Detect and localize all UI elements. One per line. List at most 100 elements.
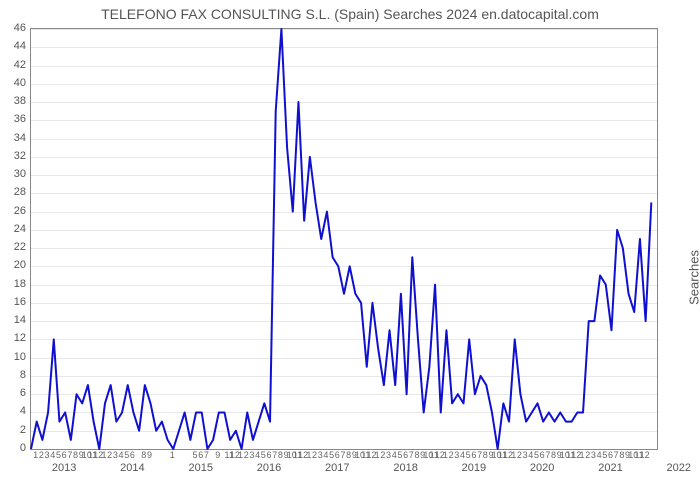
x-tick-minor: 4	[392, 450, 397, 460]
x-tick-minor: 6	[471, 450, 476, 460]
x-tick-minor: 6	[608, 450, 613, 460]
plot-area	[30, 28, 658, 450]
x-tick-minor: 4	[323, 450, 328, 460]
x-tick-minor: 5	[602, 450, 607, 460]
x-tick-minor: 5	[534, 450, 539, 460]
x-tick-minor: 7	[614, 450, 619, 460]
x-tick-minor: 2	[39, 450, 44, 460]
x-tick-minor: 7	[67, 450, 72, 460]
x-tick-minor: 7	[340, 450, 345, 460]
x-tick-minor: 7	[204, 450, 209, 460]
y-tick-label: 4	[4, 405, 26, 417]
chart-title: TELEFONO FAX CONSULTING S.L. (Spain) Sea…	[0, 6, 700, 22]
series-line	[31, 29, 657, 449]
y-tick-label: 42	[4, 59, 26, 71]
x-tick-minor: 2	[312, 450, 317, 460]
y-axis-label: Searches	[687, 250, 700, 305]
x-tick-minor: 5	[193, 450, 198, 460]
x-tick-year: 2018	[393, 462, 417, 474]
y-tick-label: 2	[4, 424, 26, 436]
x-tick-minor: 2	[244, 450, 249, 460]
x-tick-minor: 4	[119, 450, 124, 460]
x-tick-year: 2015	[188, 462, 212, 474]
y-tick-label: 32	[4, 150, 26, 162]
x-tick-minor: 2	[380, 450, 385, 460]
y-tick-label: 36	[4, 113, 26, 125]
y-tick-label: 16	[4, 296, 26, 308]
x-tick-minor: 6	[267, 450, 272, 460]
y-tick-label: 28	[4, 186, 26, 198]
x-tick-minor: 7	[477, 450, 482, 460]
y-tick-label: 46	[4, 22, 26, 34]
x-tick-minor: 1	[238, 450, 243, 460]
x-tick-minor: 1	[511, 450, 516, 460]
x-tick-minor: 1	[375, 450, 380, 460]
x-tick-minor: 4	[50, 450, 55, 460]
y-tick-label: 44	[4, 40, 26, 52]
x-tick-minor: 5	[124, 450, 129, 460]
y-tick-label: 20	[4, 259, 26, 271]
x-tick-minor: 3	[113, 450, 118, 460]
x-tick-minor: 8	[141, 450, 146, 460]
x-tick-minor: 9	[215, 450, 220, 460]
x-tick-minor: 7	[409, 450, 414, 460]
x-tick-year: 2019	[462, 462, 486, 474]
x-tick-minor: 2	[107, 450, 112, 460]
y-tick-label: 8	[4, 369, 26, 381]
y-tick-label: 6	[4, 387, 26, 399]
x-tick-minor: 12	[640, 450, 650, 460]
x-tick-minor: 4	[528, 450, 533, 460]
x-tick-minor: 4	[255, 450, 260, 460]
x-tick-minor: 4	[460, 450, 465, 460]
x-tick-minor: 6	[198, 450, 203, 460]
x-tick-minor: 5	[397, 450, 402, 460]
x-tick-minor: 8	[619, 450, 624, 460]
x-tick-year: 2022	[667, 462, 691, 474]
y-tick-label: 24	[4, 223, 26, 235]
x-tick-minor: 2	[517, 450, 522, 460]
x-tick-minor: 2	[449, 450, 454, 460]
x-tick-minor: 3	[523, 450, 528, 460]
x-tick-minor: 5	[329, 450, 334, 460]
x-tick-minor: 1	[33, 450, 38, 460]
y-tick-label: 22	[4, 241, 26, 253]
x-tick-minor: 1	[580, 450, 585, 460]
x-tick-year: 2016	[257, 462, 281, 474]
x-tick-year: 2020	[530, 462, 554, 474]
y-tick-label: 18	[4, 278, 26, 290]
x-tick-minor: 2	[585, 450, 590, 460]
x-tick-minor: 5	[466, 450, 471, 460]
x-tick-minor: 3	[249, 450, 254, 460]
x-tick-minor: 6	[335, 450, 340, 460]
x-tick-minor: 8	[483, 450, 488, 460]
x-tick-year: 2013	[52, 462, 76, 474]
x-tick-minor: 4	[597, 450, 602, 460]
y-tick-label: 34	[4, 132, 26, 144]
y-tick-label: 38	[4, 95, 26, 107]
x-tick-minor: 3	[591, 450, 596, 460]
x-tick-minor: 8	[551, 450, 556, 460]
x-tick-minor: 5	[261, 450, 266, 460]
x-tick-minor: 3	[318, 450, 323, 460]
x-tick-minor: 1	[306, 450, 311, 460]
line-chart: TELEFONO FAX CONSULTING S.L. (Spain) Sea…	[0, 0, 700, 500]
x-tick-minor: 7	[545, 450, 550, 460]
x-tick-minor: 8	[73, 450, 78, 460]
y-tick-label: 14	[4, 314, 26, 326]
x-tick-minor: 6	[62, 450, 67, 460]
x-tick-minor: 3	[386, 450, 391, 460]
x-tick-minor: 8	[346, 450, 351, 460]
y-tick-label: 30	[4, 168, 26, 180]
x-tick-minor: 6	[540, 450, 545, 460]
x-tick-minor: 1	[170, 450, 175, 460]
y-tick-label: 10	[4, 351, 26, 363]
x-tick-minor: 1	[101, 450, 106, 460]
x-tick-minor: 8	[414, 450, 419, 460]
x-tick-minor: 8	[278, 450, 283, 460]
x-tick-minor: 9	[147, 450, 152, 460]
x-tick-minor: 5	[56, 450, 61, 460]
x-tick-minor: 6	[403, 450, 408, 460]
x-tick-year: 2014	[120, 462, 144, 474]
x-tick-minor: 6	[130, 450, 135, 460]
y-tick-label: 0	[4, 442, 26, 454]
